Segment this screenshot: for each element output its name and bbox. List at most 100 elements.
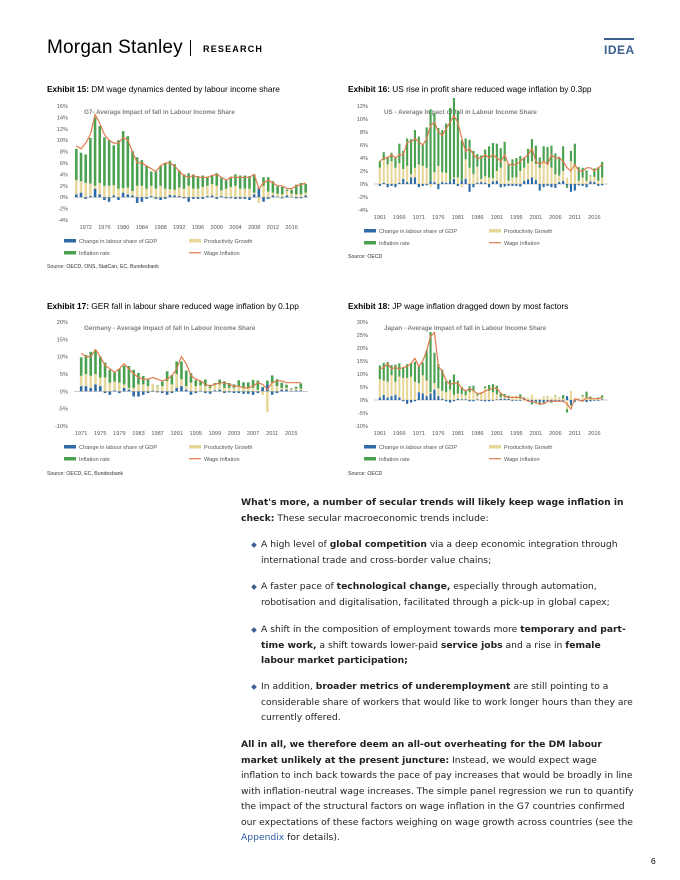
chart-title: Japan - Average Impact of fall in Labour… (384, 325, 547, 332)
bar-segment (386, 381, 389, 398)
bar-segment (491, 400, 495, 401)
bar-segment (565, 409, 569, 413)
bar-segment (280, 197, 284, 199)
bar-segment (189, 391, 193, 395)
bar-segment (519, 398, 522, 400)
bar-segment (546, 396, 549, 400)
bar-segment (601, 161, 604, 178)
bar-segment (187, 197, 190, 202)
bar-segment (75, 194, 78, 198)
bar-segment (433, 352, 436, 384)
bar-segment (229, 186, 233, 198)
bar-segment (242, 387, 245, 392)
bar-segment (98, 182, 102, 195)
bar-segment (421, 184, 424, 186)
bar-segment (251, 379, 255, 388)
bar-segment (173, 195, 176, 198)
bar-segment (562, 146, 565, 171)
bar-segment (573, 401, 576, 403)
bar-segment (402, 367, 405, 378)
bar-segment (487, 146, 491, 178)
bar-segment (425, 127, 428, 168)
bar-segment (151, 383, 155, 391)
legend-swatch (364, 229, 376, 233)
bar-segment (437, 165, 440, 184)
y-tick-label: -4% (58, 218, 68, 224)
x-tick-label: 1976 (98, 225, 110, 231)
list-item: A high level of global competition via a… (246, 537, 636, 568)
bar-segment (149, 171, 153, 186)
bar-segment (252, 192, 256, 195)
chart-title: G7- Average Impact of fall in Labour Inc… (84, 109, 235, 116)
bar-segment (476, 154, 479, 167)
bar-segment (581, 396, 584, 400)
appendix-link[interactable]: Appendix (241, 832, 285, 843)
x-tick-label: 2006 (549, 431, 561, 437)
x-tick-label: 1991 (170, 431, 182, 437)
x-tick-label: 1976 (432, 431, 444, 437)
bar-segment (189, 373, 193, 383)
bar-segment (196, 188, 200, 198)
bar-segment (499, 392, 502, 398)
bar-segment (79, 386, 83, 392)
x-tick-label: 1996 (510, 215, 522, 221)
bar-segment (122, 365, 126, 385)
bar-segment (515, 396, 518, 400)
bar-segment (429, 331, 432, 393)
x-tick-label: 2008 (248, 225, 260, 231)
bar-segment (398, 163, 401, 183)
bar-segment (433, 182, 436, 184)
bar-segment (581, 167, 584, 178)
bar-segment (585, 398, 588, 400)
legend-label: Wage Inflation (204, 457, 240, 463)
bar-segment (394, 381, 397, 395)
bar-segment (295, 194, 298, 198)
bar-segment (581, 184, 584, 186)
x-tick-label: 1996 (192, 225, 204, 231)
bar-segment (117, 197, 120, 201)
bar-segment (456, 110, 459, 178)
legend-swatch (64, 445, 76, 449)
bar-segment (131, 190, 134, 196)
y-tick-label: 0% (360, 398, 368, 404)
bar-segment (98, 356, 102, 378)
bar-segment (550, 402, 553, 403)
bar-segment (425, 350, 428, 381)
bar-segment (484, 388, 487, 400)
bar-segment (445, 182, 448, 184)
bar-segment (589, 400, 592, 402)
bar-segment (542, 402, 545, 404)
legend-label: Productivity Growth (504, 445, 553, 451)
y-tick-label: 25% (357, 333, 368, 339)
x-tick-label: 1975 (94, 431, 106, 437)
bar-segment (562, 398, 565, 400)
bar-segment (441, 182, 444, 184)
bar-segment (441, 390, 444, 399)
bar-segment (103, 137, 106, 186)
bar-segment (108, 391, 112, 395)
bar-segment (159, 165, 162, 186)
bar-segment (460, 394, 463, 400)
bar-segment (382, 394, 385, 400)
x-tick-label: 1961 (374, 431, 386, 437)
bar-segment (140, 185, 144, 198)
bar-segment (213, 385, 217, 391)
bar-segment (460, 140, 463, 181)
y-tick-label: 0% (60, 389, 68, 395)
bar-segment (487, 384, 491, 391)
y-tick-label: -2% (58, 207, 68, 213)
bar-segment (199, 390, 202, 392)
bar-segment (507, 395, 510, 398)
bar-segment (413, 177, 417, 184)
bar-segment (299, 197, 303, 199)
x-tick-label: 1991 (491, 215, 503, 221)
bar-segment (304, 195, 307, 198)
bar-segment (266, 191, 270, 198)
bar-segment (565, 185, 569, 188)
bar-segment (499, 148, 502, 168)
bar-segment (280, 387, 284, 390)
bar-segment (429, 393, 432, 400)
bar-segment (409, 177, 413, 184)
bar-segment (546, 400, 549, 402)
bar-segment (204, 391, 207, 394)
